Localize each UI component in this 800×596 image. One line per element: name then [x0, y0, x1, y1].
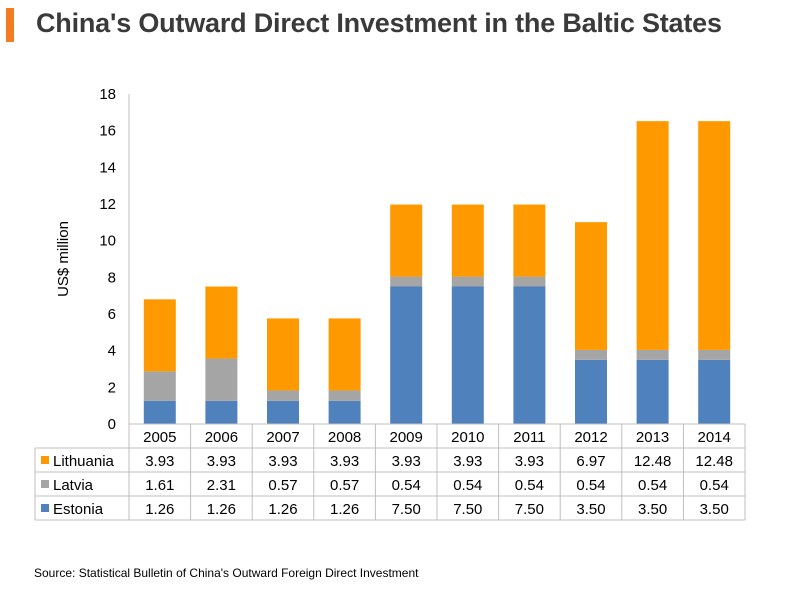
data-label-estonia: 7.50	[515, 501, 544, 518]
bar-latvia-2007	[267, 390, 299, 401]
x-tick-label: 2013	[636, 429, 669, 446]
bar-lithuania-2008	[328, 318, 361, 391]
data-label-estonia: 1.26	[330, 501, 359, 518]
data-label-lithuania: 3.93	[145, 453, 174, 470]
bar-lithuania-2005	[143, 299, 176, 372]
bar-lithuania-2010	[451, 204, 484, 277]
data-label-estonia: 1.26	[268, 501, 297, 518]
bar-estonia-2012	[575, 359, 607, 424]
legend-label-latvia: Latvia	[53, 477, 94, 494]
y-tick-label: 2	[108, 379, 116, 396]
legend-label-estonia: Estonia	[53, 501, 104, 518]
data-label-latvia: 2.31	[207, 477, 236, 494]
bar-estonia-2010	[451, 286, 484, 424]
title-accent-bar	[6, 8, 14, 42]
data-label-estonia: 3.50	[700, 501, 729, 518]
data-label-latvia: 0.54	[453, 477, 482, 494]
data-label-latvia: 0.57	[330, 477, 359, 494]
data-label-estonia: 7.50	[392, 501, 421, 518]
legend-swatch-lithuania	[41, 456, 49, 464]
bar-lithuania-2007	[267, 318, 299, 391]
data-label-estonia: 3.50	[576, 501, 605, 518]
data-label-latvia: 0.57	[268, 477, 297, 494]
y-tick-label: 18	[99, 86, 116, 103]
data-label-estonia: 1.26	[207, 501, 236, 518]
y-tick-label: 12	[99, 196, 116, 213]
y-tick-label: 8	[108, 269, 116, 286]
bar-latvia-2006	[205, 358, 238, 401]
bar-latvia-2011	[513, 276, 546, 287]
y-tick-label: 0	[108, 416, 116, 433]
data-label-lithuania: 3.93	[207, 453, 236, 470]
y-tick-label: 6	[108, 306, 116, 323]
data-table: 2005 2006 2007 2008 2009 2010 2011 2012 2013 2014…	[34, 424, 746, 521]
y-tick-label: 14	[99, 159, 116, 176]
data-label-lithuania: 3.93	[268, 453, 297, 470]
bar-latvia-2012	[575, 349, 607, 360]
data-label-lithuania: 6.97	[576, 453, 605, 470]
bar-lithuania-2009	[390, 204, 423, 277]
x-tick-label: 2007	[266, 429, 299, 446]
data-label-lithuania: 3.93	[515, 453, 544, 470]
data-label-latvia: 0.54	[700, 477, 729, 494]
data-label-lithuania: 12.48	[634, 453, 672, 470]
bar-estonia-2006	[205, 400, 238, 424]
bar-latvia-2013	[636, 349, 669, 360]
bar-latvia-2008	[328, 390, 361, 401]
y-tick-label: 10	[99, 233, 116, 250]
bar-estonia-2008	[328, 400, 361, 424]
data-label-estonia: 7.50	[453, 501, 482, 518]
legend-swatch-latvia	[41, 480, 49, 488]
data-label-estonia: 3.50	[638, 501, 667, 518]
x-tick-label: 2010	[451, 429, 484, 446]
y-axis-title: US$ million	[55, 221, 72, 297]
data-label-latvia: 0.54	[515, 477, 544, 494]
bar-estonia-2005	[143, 400, 176, 424]
legend-label-lithuania: Lithuania	[53, 453, 115, 470]
chart-title: China's Outward Direct Investment in the…	[36, 8, 722, 38]
data-label-lithuania: 3.93	[453, 453, 482, 470]
data-label-latvia: 0.54	[576, 477, 605, 494]
y-axis: 0 2 4 6 8 10 12 14 16 18	[99, 86, 116, 433]
bar-latvia-2014	[698, 349, 731, 360]
bar-estonia-2009	[390, 286, 423, 424]
y-tick-label: 4	[108, 343, 116, 360]
data-label-lithuania: 12.48	[695, 453, 733, 470]
bar-lithuania-2012	[575, 222, 607, 350]
bar-lithuania-2014	[698, 121, 731, 350]
data-label-latvia: 0.54	[392, 477, 421, 494]
bar-latvia-2009	[390, 276, 423, 287]
bars-group	[143, 121, 731, 424]
x-tick-label: 2011	[513, 429, 545, 446]
bar-latvia-2010	[451, 276, 484, 287]
bar-estonia-2011	[513, 286, 546, 424]
data-label-lithuania: 3.93	[330, 453, 359, 470]
data-label-lithuania: 3.93	[392, 453, 421, 470]
x-tick-label: 2009	[390, 429, 423, 446]
x-tick-label: 2012	[574, 429, 607, 446]
x-tick-label: 2006	[205, 429, 238, 446]
bar-lithuania-2011	[513, 204, 546, 277]
bar-estonia-2007	[267, 400, 299, 424]
data-label-latvia: 0.54	[638, 477, 667, 494]
bar-estonia-2013	[636, 359, 669, 424]
bar-estonia-2014	[698, 359, 731, 424]
bar-latvia-2005	[143, 371, 176, 401]
bar-lithuania-2006	[205, 286, 238, 359]
x-tick-label: 2005	[143, 429, 176, 446]
bar-lithuania-2013	[636, 121, 669, 350]
y-tick-label: 16	[99, 123, 116, 140]
source-note: Source: Statistical Bulletin of China's …	[34, 566, 419, 580]
legend-swatch-estonia	[41, 504, 49, 512]
data-label-estonia: 1.26	[145, 501, 174, 518]
data-label-latvia: 1.61	[145, 477, 174, 494]
x-tick-label: 2014	[698, 429, 731, 446]
x-tick-label: 2008	[328, 429, 361, 446]
